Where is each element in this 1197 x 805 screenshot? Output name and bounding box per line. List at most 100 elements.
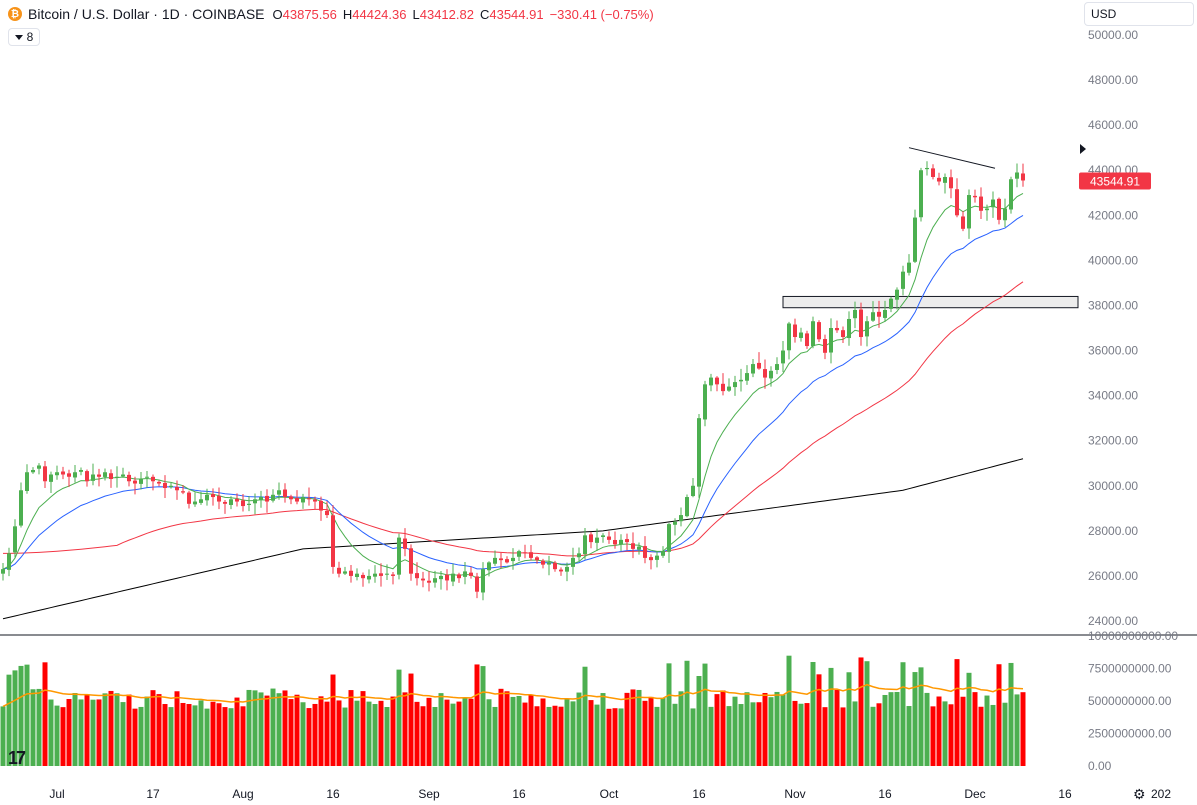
candle-body — [85, 471, 89, 482]
volume-bar — [852, 701, 858, 766]
date-tick-label: 16 — [1058, 787, 1072, 801]
candle-body — [109, 473, 113, 480]
volume-bar — [474, 664, 480, 766]
volume-bar — [762, 692, 768, 766]
candle-body — [199, 499, 203, 503]
candle-body — [793, 324, 797, 338]
volume-bars — [0, 655, 1026, 766]
candle-body — [943, 176, 947, 183]
volume-bar — [888, 692, 894, 766]
candle-body — [193, 501, 197, 505]
candle-body — [823, 339, 827, 353]
candle-body — [325, 510, 329, 516]
candle-body — [979, 196, 983, 211]
candle-body — [913, 217, 917, 262]
candle-body — [997, 198, 1001, 220]
candle-body — [457, 574, 461, 579]
volume-bar — [282, 690, 288, 766]
ema-fast-line — [2, 193, 1024, 579]
candle-body — [781, 350, 785, 364]
candle-body — [379, 573, 383, 576]
volume-bar — [174, 691, 180, 766]
price-tick-label: 28000.00 — [1088, 524, 1138, 538]
candle-body — [583, 535, 587, 555]
volume-bar — [648, 696, 654, 766]
candle-body — [433, 578, 437, 583]
volume-bar — [720, 690, 726, 766]
volume-bar — [534, 706, 540, 766]
volume-bar — [72, 693, 78, 766]
currency-select[interactable]: USD — [1084, 2, 1194, 26]
volume-bar — [840, 707, 846, 766]
volume-bar — [294, 694, 300, 766]
volume-bar — [954, 659, 960, 766]
volume-bar — [24, 664, 30, 766]
candle-body — [211, 494, 215, 498]
candle-body — [553, 562, 557, 570]
volume-bar — [756, 702, 762, 766]
price-tick-label: 24000.00 — [1088, 614, 1138, 628]
candle-body — [787, 323, 791, 351]
candle-body — [919, 170, 923, 218]
volume-bar — [792, 700, 798, 766]
candle-body — [709, 377, 713, 386]
volume-bar — [984, 695, 990, 766]
candle-body — [535, 557, 539, 561]
volume-bar — [690, 708, 696, 766]
volume-bar — [354, 700, 360, 766]
candle-body — [757, 362, 761, 369]
volume-bar — [360, 691, 366, 766]
price-tick-label: 34000.00 — [1088, 389, 1138, 403]
volume-bar — [48, 699, 54, 766]
volume-bar — [600, 693, 606, 766]
volume-bar — [750, 702, 756, 766]
candle-body — [217, 495, 221, 502]
candle-body — [643, 546, 647, 558]
volume-bar — [30, 689, 36, 766]
volume-bar — [480, 666, 486, 766]
candle-body — [499, 558, 503, 561]
volume-bar — [12, 670, 18, 766]
candle-body — [133, 480, 137, 484]
symbol-title[interactable]: Bitcoin / U.S. Dollar · 1D · COINBASE — [28, 6, 265, 22]
candle-body — [205, 494, 209, 501]
volume-bar — [216, 703, 222, 766]
candle-body — [91, 474, 95, 481]
candles[interactable] — [1, 161, 1025, 601]
candle-body — [559, 569, 563, 572]
volume-bar — [1014, 694, 1020, 766]
candle-body — [289, 496, 293, 500]
volume-bar — [798, 703, 804, 766]
candle-body — [637, 546, 641, 550]
trend-line[interactable] — [908, 147, 996, 169]
volume-bar — [672, 703, 678, 766]
resistance-zone[interactable] — [782, 295, 1079, 309]
volume-bar — [378, 700, 384, 766]
volume-bar — [582, 666, 588, 766]
candle-body — [475, 576, 479, 592]
candle-body — [331, 515, 335, 567]
candle-body — [349, 570, 353, 576]
resistance-zone-rect — [782, 295, 1079, 309]
volume-bar — [642, 700, 648, 766]
date-tick-label: Nov — [784, 787, 805, 801]
volume-tick-label: 7500000000.00 — [1088, 662, 1172, 676]
volume-bar — [546, 706, 552, 766]
volume-bar — [744, 692, 750, 766]
price-marker-icon — [1080, 144, 1086, 154]
volume-bar — [402, 692, 408, 766]
candle-body — [295, 497, 299, 502]
candle-body — [463, 571, 467, 577]
volume-bar — [168, 707, 174, 766]
candle-body — [1, 569, 5, 574]
price-tick-label: 26000.00 — [1088, 569, 1138, 583]
date-tick-label: 16 — [326, 787, 340, 801]
indicators-toggle-button[interactable]: 8 — [8, 28, 40, 46]
gear-icon[interactable]: ⚙ — [1133, 786, 1146, 802]
candle-body — [667, 524, 671, 552]
volume-bar — [918, 667, 924, 766]
last-price-badge — [1079, 172, 1151, 190]
date-tick-label: Dec — [964, 787, 985, 801]
candle-body — [313, 499, 317, 502]
